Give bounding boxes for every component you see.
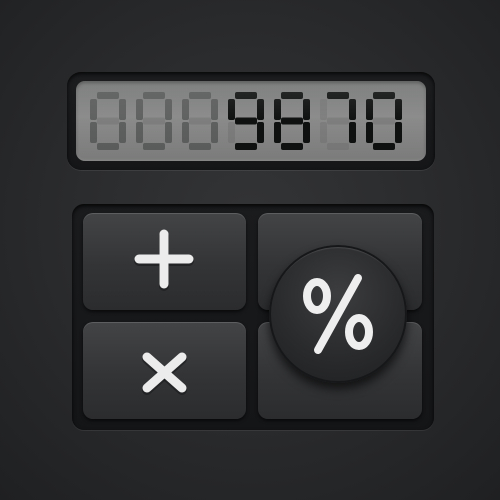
- lcd-digit: [90, 92, 126, 150]
- lcd-segment: [211, 122, 218, 143]
- lcd-segment: [327, 117, 349, 125]
- lcd-segment: [235, 92, 257, 99]
- lcd-segment: [165, 99, 172, 120]
- lcd-segment: [143, 92, 165, 99]
- lcd-segment: [119, 122, 126, 143]
- lcd-segment: [182, 122, 189, 143]
- lcd-digit: [320, 92, 356, 150]
- lcd-digit: [228, 92, 264, 150]
- lcd-segment: [189, 143, 211, 150]
- lcd-segment: [373, 143, 395, 150]
- lcd-display: [76, 81, 426, 161]
- lcd-segment: [373, 117, 395, 125]
- plus-icon: [134, 229, 194, 291]
- lcd-segment: [235, 117, 257, 125]
- lcd-segment: [228, 99, 235, 120]
- lcd-segment: [119, 99, 126, 120]
- lcd-segment: [235, 143, 257, 150]
- lcd-segment: [257, 99, 264, 120]
- lcd-digit: [274, 92, 310, 150]
- lcd-segment: [281, 92, 303, 99]
- lcd-segment: [143, 117, 165, 125]
- lcd-segment: [303, 122, 310, 143]
- lcd-segment: [97, 117, 119, 125]
- lcd-segment: [349, 122, 356, 143]
- lcd-segment: [281, 117, 303, 125]
- lcd-segment: [373, 92, 395, 99]
- lcd-segment: [165, 122, 172, 143]
- multiply-icon: [142, 352, 187, 395]
- lcd-segment: [189, 117, 211, 125]
- multiply-button[interactable]: [83, 322, 246, 419]
- percent-icon: [303, 274, 373, 354]
- lcd-segment: [395, 99, 402, 120]
- lcd-segment: [90, 122, 97, 143]
- lcd-segment: [90, 99, 97, 120]
- lcd-segment: [327, 143, 349, 150]
- lcd-segment: [97, 143, 119, 150]
- lcd-segment: [349, 99, 356, 120]
- lcd-segment: [143, 143, 165, 150]
- lcd-segment: [136, 122, 143, 143]
- lcd-segment: [228, 122, 235, 143]
- lcd-segment: [274, 99, 281, 120]
- lcd-segment: [211, 99, 218, 120]
- lcd-segment: [274, 122, 281, 143]
- lcd-segment: [136, 99, 143, 120]
- lcd-segment: [281, 143, 303, 150]
- lcd-segment: [366, 99, 373, 120]
- lcd-digit: [366, 92, 402, 150]
- lcd-segment: [327, 92, 349, 99]
- lcd-segment: [182, 99, 189, 120]
- lcd-segment: [189, 92, 211, 99]
- lcd-digit: [136, 92, 172, 150]
- lcd-segment: [320, 99, 327, 120]
- lcd-digits: [90, 92, 402, 150]
- percent-button[interactable]: [269, 245, 407, 383]
- lcd-segment: [366, 122, 373, 143]
- lcd-segment: [303, 99, 310, 120]
- lcd-segment: [320, 122, 327, 143]
- lcd-segment: [395, 122, 402, 143]
- lcd-segment: [97, 92, 119, 99]
- plus-button[interactable]: [83, 213, 246, 310]
- lcd-segment: [257, 122, 264, 143]
- lcd-digit: [182, 92, 218, 150]
